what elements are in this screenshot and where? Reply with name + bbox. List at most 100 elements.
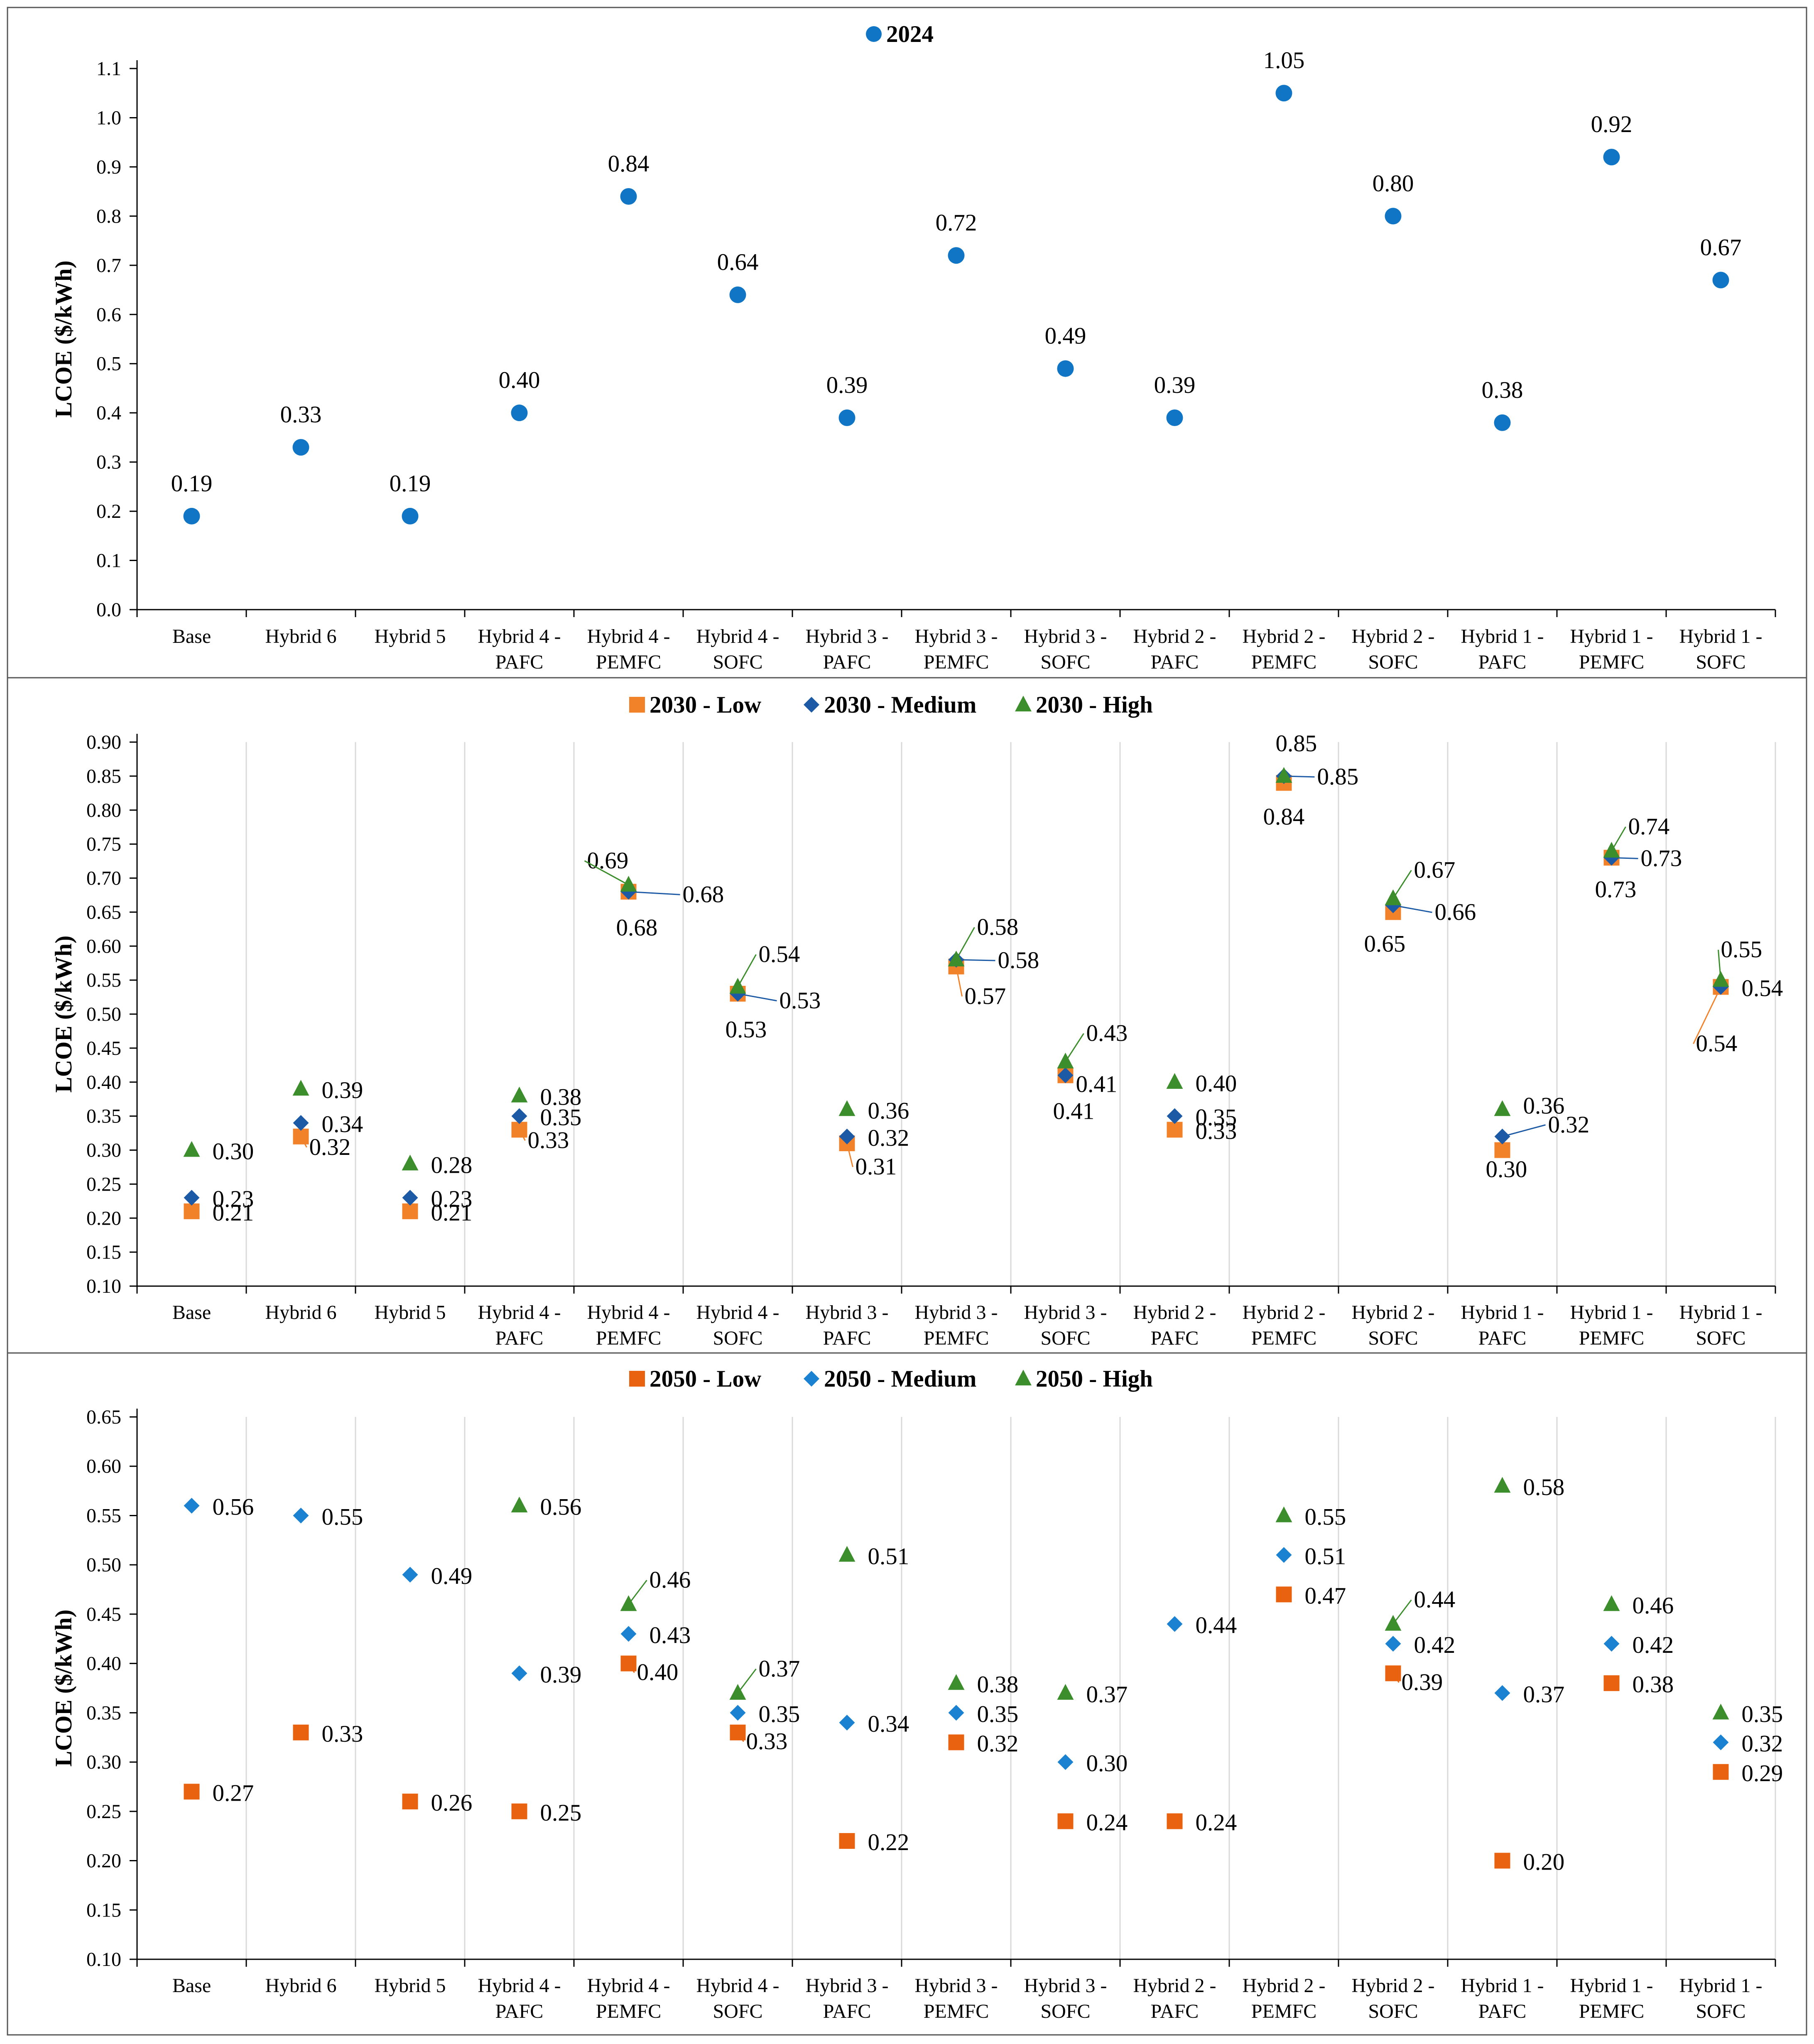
x-category-label: Hybrid 5 xyxy=(375,1301,446,1323)
x-category-label: PEMFC xyxy=(596,651,661,673)
data-label: 0.53 xyxy=(726,1017,767,1043)
data-label: 0.21 xyxy=(213,1200,254,1226)
legend-label: 2050 - High xyxy=(1036,1366,1153,1392)
data-label: 0.32 xyxy=(309,1134,351,1160)
x-category-label: SOFC xyxy=(713,651,762,673)
x-category-label: PAFC xyxy=(1151,1327,1199,1349)
data-label: 0.30 xyxy=(1086,1750,1128,1777)
x-category-label: Hybrid 4 - xyxy=(587,625,670,647)
x-category-label: Hybrid 3 - xyxy=(915,625,998,647)
data-label: 0.68 xyxy=(616,914,658,941)
data-point xyxy=(402,507,419,524)
legend-marker xyxy=(804,1371,819,1387)
data-label: 0.33 xyxy=(280,402,322,428)
data-label: 0.37 xyxy=(759,1656,800,1682)
data-label: 0.57 xyxy=(965,983,1006,1009)
series-2050---high: 0.56 0.46 0.37 0.51 0.38 0.37 0.55 0.44 0.58 0.46… xyxy=(511,1474,1783,1727)
data-label: 0.29 xyxy=(1742,1760,1783,1787)
series-2030---low: 0.21 0.32 0.21 0.33 0.68 0.53 0.31 0.57 0.41 0.33… xyxy=(184,775,1737,1226)
data-point xyxy=(1603,1675,1620,1691)
data-point xyxy=(948,1734,964,1750)
data-point xyxy=(1603,1595,1620,1611)
label-leader-line xyxy=(300,1136,307,1148)
data-label: 0.31 xyxy=(856,1154,897,1180)
data-label: 0.40 xyxy=(499,367,540,393)
label-leader-line xyxy=(584,860,629,886)
data-label: 0.67 xyxy=(1700,234,1742,260)
data-label: 0.69 xyxy=(587,848,629,874)
x-category-label: Base xyxy=(172,1301,211,1323)
y-axis-title: LCOE ($/kWh) xyxy=(51,936,77,1093)
data-label: 0.42 xyxy=(1633,1632,1674,1658)
y-tick-label: 0.75 xyxy=(86,833,121,855)
data-label: 0.66 xyxy=(1435,899,1476,925)
data-point xyxy=(1276,1547,1292,1563)
data-label: 0.38 xyxy=(540,1084,582,1110)
x-category-label: Hybrid 4 - xyxy=(478,1301,561,1323)
y-tick-label: 0.7 xyxy=(96,255,121,277)
x-category-label: Hybrid 2 - xyxy=(1133,1301,1216,1323)
data-label: 0.54 xyxy=(759,941,800,968)
data-label: 0.46 xyxy=(1633,1593,1674,1619)
x-category-label: SOFC xyxy=(1040,651,1090,673)
data-label: 0.55 xyxy=(1721,936,1763,963)
data-point xyxy=(1385,1615,1402,1631)
data-label: 0.33 xyxy=(528,1127,569,1153)
legend-item: 2030 - Medium xyxy=(804,692,976,718)
y-tick-label: 1.1 xyxy=(96,58,121,80)
x-category-label: PEMFC xyxy=(924,2000,989,2022)
data-point xyxy=(293,1724,309,1740)
x-category-label: PAFC xyxy=(1478,2000,1527,2022)
data-point xyxy=(183,507,200,524)
data-label: 0.22 xyxy=(868,1829,909,1855)
x-category-label: Hybrid 1 - xyxy=(1570,1301,1653,1323)
data-point xyxy=(1057,1754,1074,1770)
y-tick-label: 0.65 xyxy=(86,1406,121,1428)
x-category-label: PEMFC xyxy=(1579,2000,1644,2022)
chart-panel-1: 0.0 0.1 0.2 0.3 0.4 0.5 0.6 0.7 0.8 0.9 1.0 1.1 LCOE… xyxy=(7,7,1807,679)
data-label: 0.41 xyxy=(1053,1098,1095,1124)
data-point xyxy=(402,1203,418,1219)
data-point xyxy=(1494,1100,1511,1116)
panel-border xyxy=(7,1352,1807,2036)
data-label: 0.43 xyxy=(1086,1020,1128,1047)
x-category-label: PEMFC xyxy=(1251,2000,1316,2022)
data-label: 0.32 xyxy=(977,1731,1019,1757)
data-label: 0.49 xyxy=(1045,323,1086,349)
data-point xyxy=(402,1154,419,1171)
legend-label: 2030 - High xyxy=(1036,692,1153,718)
data-point xyxy=(948,1705,964,1721)
data-point xyxy=(1275,1506,1292,1522)
data-point xyxy=(184,1190,200,1206)
x-category-label: Hybrid 1 - xyxy=(1679,1301,1763,1323)
data-point xyxy=(620,1626,637,1642)
data-label: 0.27 xyxy=(213,1780,254,1806)
y-tick-label: 0.1 xyxy=(96,550,121,572)
data-point xyxy=(1385,889,1402,905)
y-axis-title: LCOE ($/kWh) xyxy=(51,260,77,418)
data-label: 0.44 xyxy=(1414,1587,1456,1613)
x-category-label: PAFC xyxy=(1151,651,1199,673)
data-point xyxy=(1275,85,1292,102)
data-label: 0.58 xyxy=(977,914,1019,940)
data-point xyxy=(1057,1813,1074,1829)
data-label: 0.40 xyxy=(637,1659,679,1686)
data-point xyxy=(1603,1636,1620,1652)
chart-panel-2: 0.10 0.15 0.20 0.25 0.30 0.35 0.40 0.45 0.50 0.55… xyxy=(7,677,1807,1354)
data-point xyxy=(730,1705,746,1721)
data-point xyxy=(1167,1813,1183,1829)
legend-label: 2024 xyxy=(886,21,934,47)
data-point xyxy=(1603,149,1620,166)
x-category-label: Hybrid 3 - xyxy=(806,1301,889,1323)
y-tick-label: 0.10 xyxy=(86,1275,121,1297)
x-category-label: PEMFC xyxy=(924,651,989,673)
y-tick-label: 0.60 xyxy=(86,1456,121,1478)
data-label: 0.41 xyxy=(1076,1071,1118,1097)
x-category-label: Hybrid 4 - xyxy=(478,1975,561,1997)
data-label: 0.58 xyxy=(998,947,1039,973)
chart-panel-3: 0.10 0.15 0.20 0.25 0.30 0.35 0.40 0.45 0.50 0.55… xyxy=(7,1352,1807,2036)
x-category-label: SOFC xyxy=(1696,2000,1745,2022)
legend-label: 2030 - Low xyxy=(650,692,761,718)
data-point xyxy=(1276,1586,1292,1603)
